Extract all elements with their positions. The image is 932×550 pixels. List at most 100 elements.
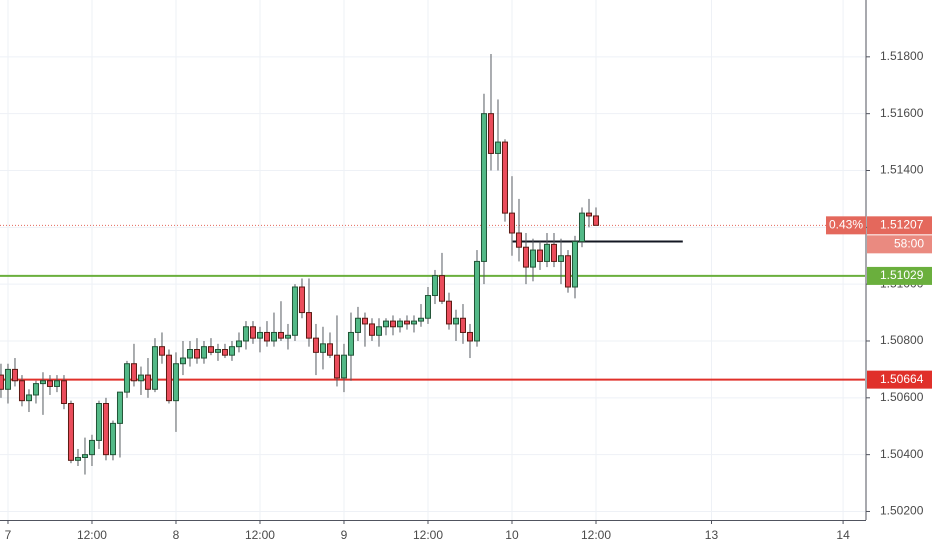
candle-body xyxy=(473,260,480,342)
candle-body xyxy=(284,334,291,339)
candle-body xyxy=(151,346,158,390)
candle-body xyxy=(389,320,396,328)
candle-body xyxy=(4,368,11,390)
candle-body xyxy=(466,331,473,342)
price-tag-label: 1.50664 xyxy=(880,372,924,386)
candle-body xyxy=(578,212,585,243)
candle-body xyxy=(158,346,165,356)
candle-body xyxy=(480,113,487,262)
candle-body xyxy=(375,326,382,336)
candle-body xyxy=(60,380,67,404)
change-label: 0.43% xyxy=(829,218,863,232)
candle-body xyxy=(193,349,200,359)
candle-body xyxy=(291,286,298,336)
candle-body xyxy=(585,212,592,217)
y-tick-label: 1.51800 xyxy=(880,49,924,63)
x-tick-label: 14 xyxy=(836,528,850,542)
candle-body xyxy=(95,402,102,441)
x-tick-label: 8 xyxy=(173,528,180,542)
y-tick-label: 1.51600 xyxy=(880,106,924,120)
candle-body xyxy=(200,346,207,359)
price-tag xyxy=(867,370,932,389)
candle-body xyxy=(256,331,263,339)
price-tag-label: 1.51029 xyxy=(880,268,924,282)
candle-body xyxy=(515,232,522,248)
candle-body xyxy=(550,243,557,262)
candles xyxy=(0,53,599,475)
candle-body xyxy=(403,320,410,325)
x-tick-label: 12:00 xyxy=(77,528,107,542)
price-tag xyxy=(867,216,932,235)
change-tag xyxy=(826,216,866,235)
price-tag xyxy=(867,266,932,285)
candle-body xyxy=(242,326,249,342)
candle-body xyxy=(228,346,235,356)
candle-body xyxy=(67,402,74,461)
candle-body xyxy=(207,346,214,353)
candle-body xyxy=(361,317,368,325)
candle-body xyxy=(186,349,193,359)
y-tick-label: 1.50800 xyxy=(880,333,924,347)
candle-body xyxy=(277,331,284,339)
candle-body xyxy=(305,312,312,339)
candle-body xyxy=(536,249,543,262)
x-tick-label: 13 xyxy=(705,528,719,542)
candle-body xyxy=(102,402,109,456)
candle-body xyxy=(557,255,564,262)
candle-body xyxy=(417,317,424,322)
y-tick-label: 1.51400 xyxy=(880,163,924,177)
countdown-tag xyxy=(867,235,932,254)
candle-body xyxy=(571,241,578,288)
candle-body xyxy=(214,349,221,353)
candle-body xyxy=(508,212,515,234)
candle-body xyxy=(347,331,354,356)
candle-body xyxy=(25,394,32,402)
candle-body xyxy=(333,354,340,379)
candle-body xyxy=(53,380,60,387)
candle-body xyxy=(529,249,536,268)
candle-body xyxy=(11,368,18,382)
candle-body xyxy=(340,354,347,379)
candle-body xyxy=(494,141,501,154)
candle-body xyxy=(354,317,361,333)
candle-body xyxy=(410,320,417,325)
candle-body xyxy=(543,243,550,262)
candle-body xyxy=(172,363,179,402)
candle-body xyxy=(137,374,144,382)
candle-body xyxy=(298,286,305,314)
candle-body xyxy=(74,456,81,461)
last-price-label: 1.51207 xyxy=(880,218,924,232)
candle-body xyxy=(249,326,256,339)
candle-body xyxy=(382,320,389,328)
x-tick-label: 9 xyxy=(341,528,348,542)
candle-body xyxy=(18,380,25,402)
price-tags: 1.51029 1.50664 0.43% 1.51207 58:00 xyxy=(826,216,932,389)
candle-body xyxy=(39,380,46,385)
candle-body xyxy=(116,391,123,424)
candle-body xyxy=(312,337,319,353)
candle-body xyxy=(221,349,228,356)
candle-body xyxy=(445,300,452,325)
candle-body xyxy=(144,374,151,390)
candle-body xyxy=(235,340,242,348)
candle-body xyxy=(592,215,599,226)
candle-body xyxy=(564,255,571,288)
candle-body xyxy=(81,454,88,458)
candle-body xyxy=(165,354,172,402)
candle-body xyxy=(88,439,95,456)
candle-body xyxy=(396,320,403,328)
y-tick-label: 1.50600 xyxy=(880,390,924,404)
candle-body xyxy=(123,363,130,393)
candle-body xyxy=(431,275,438,297)
y-tick-label: 1.50400 xyxy=(880,447,924,461)
countdown-label: 58:00 xyxy=(894,237,924,251)
x-tick-label: 12:00 xyxy=(245,528,275,542)
x-tick-label: 12:00 xyxy=(413,528,443,542)
grid xyxy=(0,0,865,520)
candle-body xyxy=(0,374,4,390)
candle-body xyxy=(501,141,508,214)
candle-body xyxy=(32,383,39,396)
candle-body xyxy=(130,363,137,382)
